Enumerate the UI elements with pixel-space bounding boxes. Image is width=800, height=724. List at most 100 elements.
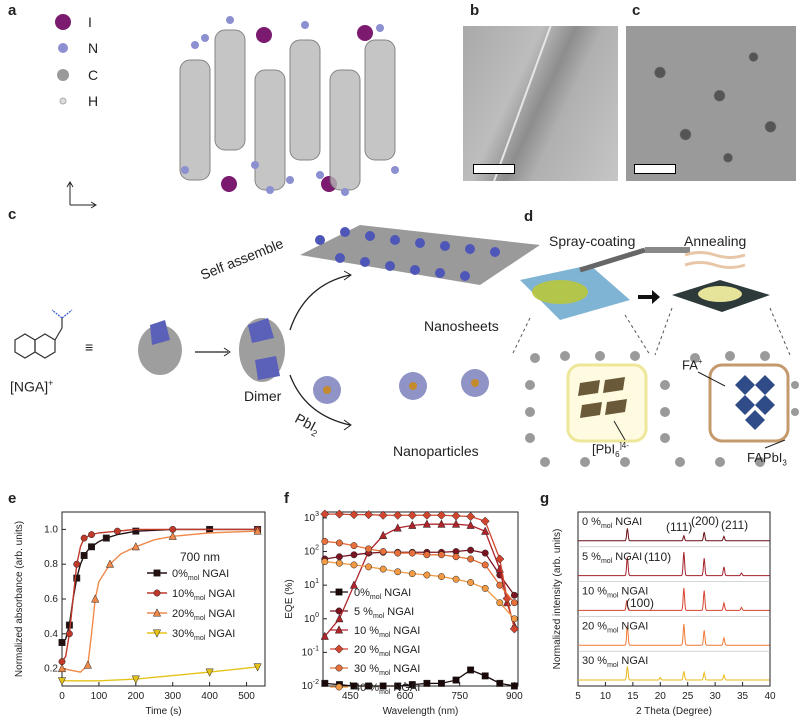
legend-label: 20%mol NGAI bbox=[172, 608, 235, 622]
data-point bbox=[467, 555, 475, 563]
x-tick-label: 900 bbox=[506, 691, 523, 702]
nanosheets-label: Nanosheets bbox=[424, 318, 499, 334]
data-point bbox=[365, 545, 373, 553]
data-point bbox=[88, 543, 95, 551]
data-point bbox=[393, 510, 403, 520]
dimer-model bbox=[239, 318, 285, 382]
pbi6-pointer bbox=[613, 420, 626, 441]
data-point bbox=[510, 591, 518, 599]
orientation-axes bbox=[66, 181, 97, 209]
annealing-label: Annealing bbox=[684, 233, 747, 249]
spray-coating-label: Spray-coating bbox=[549, 233, 636, 249]
y-tick-label: 10-1 bbox=[302, 645, 319, 658]
data-point bbox=[321, 558, 329, 566]
data-point bbox=[335, 559, 343, 567]
fapbi3-pointer bbox=[764, 439, 786, 449]
data-point bbox=[438, 679, 445, 687]
legend-iodine-marker bbox=[55, 14, 71, 30]
panel-g-label: g bbox=[540, 490, 550, 507]
panel-c-label: c bbox=[8, 206, 17, 223]
legend-label: 10 %mol NGAI bbox=[582, 586, 648, 600]
data-point bbox=[467, 579, 475, 586]
y-tick-label: 1.0 bbox=[44, 524, 58, 535]
data-point bbox=[496, 581, 504, 589]
scale-bar bbox=[634, 164, 676, 174]
legend-carbon-marker bbox=[57, 69, 69, 81]
scale-bar bbox=[473, 164, 515, 174]
data-point bbox=[350, 561, 358, 569]
legend-marker bbox=[152, 608, 162, 617]
x-axis-title: 2 Theta (Degree) bbox=[636, 706, 712, 717]
data-point bbox=[350, 682, 358, 690]
data-point bbox=[378, 510, 388, 520]
legend-label: 5 %mol NGAI bbox=[582, 551, 642, 565]
pbi6-label: [PbI6]4- bbox=[592, 441, 629, 459]
fapbi3-label: FAPbI3 bbox=[747, 450, 787, 468]
legend-label: 0%mol NGAI bbox=[172, 568, 229, 582]
data-point bbox=[394, 568, 402, 576]
data-point bbox=[57, 663, 67, 673]
data-point bbox=[423, 679, 431, 687]
data-point bbox=[379, 548, 387, 555]
fapbi3-octahedra bbox=[735, 375, 775, 430]
legend-marker bbox=[334, 644, 344, 654]
x-tick-label: 300 bbox=[164, 691, 181, 702]
legend-label: 30 %mol NGAI bbox=[354, 663, 420, 677]
x-tick-label: 20 bbox=[655, 691, 667, 702]
tem-image-nanoparticles bbox=[626, 26, 796, 181]
legend-marker bbox=[335, 588, 343, 596]
data-point bbox=[510, 615, 518, 623]
xrd-peak-110: (110) bbox=[644, 550, 672, 564]
x-tick-label: 40 bbox=[764, 691, 776, 702]
legend-marker bbox=[153, 589, 161, 597]
xrd-peak-100: (100) bbox=[626, 596, 655, 610]
legend-label: 10 %mol NGAI bbox=[354, 625, 420, 639]
legend-label: 20 %mol NGAI bbox=[354, 644, 420, 658]
xrd-pattern bbox=[578, 666, 770, 681]
x-tick-label: 25 bbox=[682, 691, 694, 702]
series-line bbox=[61, 528, 258, 663]
x-axis-title: Wavelength (nm) bbox=[383, 706, 459, 717]
data-point bbox=[57, 677, 67, 686]
xrd-pattern bbox=[578, 528, 770, 542]
y-tick-label: 0.6 bbox=[44, 594, 58, 605]
ngai-molecule-icon bbox=[14, 309, 73, 359]
legend-iodine-label: I bbox=[88, 14, 92, 30]
data-point bbox=[365, 563, 373, 571]
plot-frame bbox=[577, 511, 771, 687]
y-axis-title: EQE (%) bbox=[284, 579, 295, 618]
legend-label: 0 %mol NGAI bbox=[582, 516, 642, 530]
data-point bbox=[132, 527, 140, 535]
arrow-self-assemble bbox=[289, 274, 351, 331]
legend-label: 5 %mol NGAI bbox=[354, 606, 414, 620]
data-point bbox=[320, 631, 329, 640]
data-point bbox=[452, 676, 460, 684]
data-point bbox=[452, 575, 460, 583]
legend-carbon-label: C bbox=[88, 67, 99, 83]
data-point bbox=[510, 682, 518, 690]
tem-image-nanosheet bbox=[463, 26, 618, 181]
data-point bbox=[83, 660, 92, 669]
y-tick-label: 103 bbox=[304, 511, 319, 524]
data-point bbox=[408, 570, 416, 578]
x-tick-label: 10 bbox=[600, 691, 612, 702]
legend-nitrogen-label: N bbox=[88, 40, 99, 56]
data-point bbox=[205, 668, 214, 677]
arrow-pbi2 bbox=[289, 374, 351, 426]
data-point bbox=[480, 516, 490, 526]
legend-label: 30%mol NGAI bbox=[172, 628, 235, 642]
x-tick-label: 35 bbox=[737, 691, 749, 702]
dimer-label: Dimer bbox=[244, 388, 282, 404]
data-point bbox=[364, 510, 374, 520]
data-point bbox=[253, 663, 262, 672]
data-point bbox=[80, 534, 88, 542]
plot-frame bbox=[322, 511, 519, 687]
data-point bbox=[437, 519, 446, 528]
nanosheet-model bbox=[300, 225, 540, 285]
spray-coating-illustration bbox=[520, 247, 690, 320]
xrd-pattern bbox=[578, 551, 770, 577]
data-point bbox=[422, 519, 431, 528]
